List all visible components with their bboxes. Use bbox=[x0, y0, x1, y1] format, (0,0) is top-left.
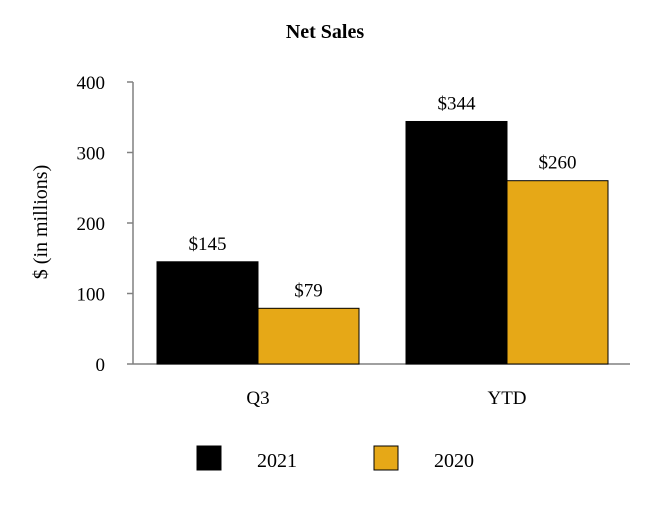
y-tick-label: 200 bbox=[77, 214, 106, 235]
x-category-label-q3: Q3 bbox=[246, 388, 269, 409]
y-axis-label: $ (in millions) bbox=[30, 165, 52, 279]
legend: 2021 2020 bbox=[196, 445, 474, 472]
chart-title: Net Sales bbox=[286, 21, 365, 43]
legend-swatch-2020 bbox=[373, 445, 399, 471]
bar-2021-q3 bbox=[156, 261, 259, 365]
plot-area: 0 100 200 300 400 $145 $79 Q3 $344 $260 YTD bbox=[77, 73, 630, 409]
y-tick-label: 300 bbox=[77, 144, 106, 165]
y-tick-label: 400 bbox=[77, 73, 106, 94]
legend-label-2021: 2021 bbox=[257, 450, 297, 472]
y-tick-label: 0 bbox=[96, 355, 106, 376]
legend-label-2020: 2020 bbox=[434, 450, 474, 472]
data-label-2021-ytd: $344 bbox=[438, 93, 477, 114]
data-label-2020-q3: $79 bbox=[294, 280, 323, 301]
y-tick-label: 100 bbox=[77, 285, 106, 306]
x-category-label-ytd: YTD bbox=[487, 388, 526, 409]
data-label-2021-q3: $145 bbox=[189, 234, 227, 255]
bar-2020-ytd bbox=[506, 180, 609, 365]
legend-swatch-2021 bbox=[196, 445, 222, 471]
data-label-2020-ytd: $260 bbox=[539, 153, 577, 174]
bar-2020-q3 bbox=[257, 307, 360, 365]
bar-2021-ytd bbox=[405, 120, 508, 365]
